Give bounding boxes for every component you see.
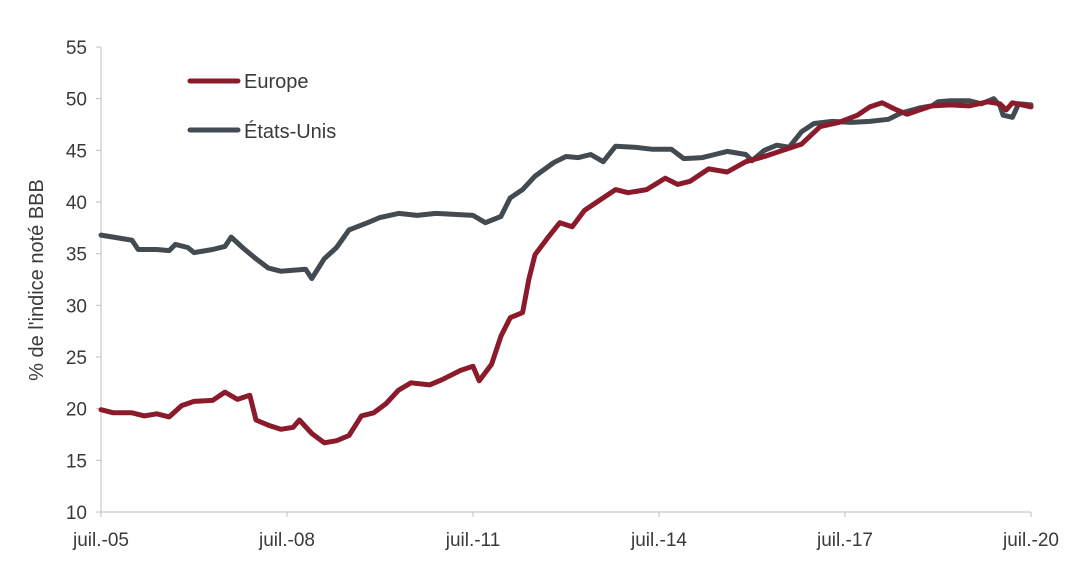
series-lines bbox=[98, 96, 1034, 446]
y-tick-label: 50 bbox=[66, 90, 87, 111]
legend-label-europe: Europe bbox=[244, 71, 309, 93]
legend: Europe États-Unis bbox=[187, 71, 336, 143]
x-tick-label: juil.-20 bbox=[1002, 530, 1059, 551]
x-tick-label: juil.-05 bbox=[72, 530, 129, 551]
series-line-etats-unis bbox=[98, 96, 1034, 281]
legend-label-etats-unis: États-Unis bbox=[244, 120, 336, 143]
y-tick-label: 35 bbox=[66, 245, 87, 266]
y-tick-label: 55 bbox=[66, 38, 87, 59]
y-tick-label: 20 bbox=[66, 400, 87, 421]
y-tick-label: 45 bbox=[66, 141, 87, 162]
x-tick-label: juil.-14 bbox=[630, 530, 687, 551]
x-tick-label: juil.-08 bbox=[258, 530, 315, 551]
y-tick-label: 40 bbox=[66, 193, 87, 214]
x-tick-label: juil.-11 bbox=[445, 530, 501, 551]
y-axis-title: % de l'indice noté BBB bbox=[26, 179, 48, 381]
y-tick-label: 15 bbox=[66, 451, 87, 472]
y-tick-label: 25 bbox=[66, 348, 87, 369]
series-line-europe bbox=[98, 99, 1034, 446]
x-tick-label: juil.-17 bbox=[816, 530, 873, 551]
axes: 10 15 20 25 30 35 40 45 50 55 juil.-05 juil.-08 juil… bbox=[66, 38, 1059, 551]
y-tick-label: 30 bbox=[66, 296, 87, 317]
y-tick-label: 10 bbox=[66, 503, 87, 524]
